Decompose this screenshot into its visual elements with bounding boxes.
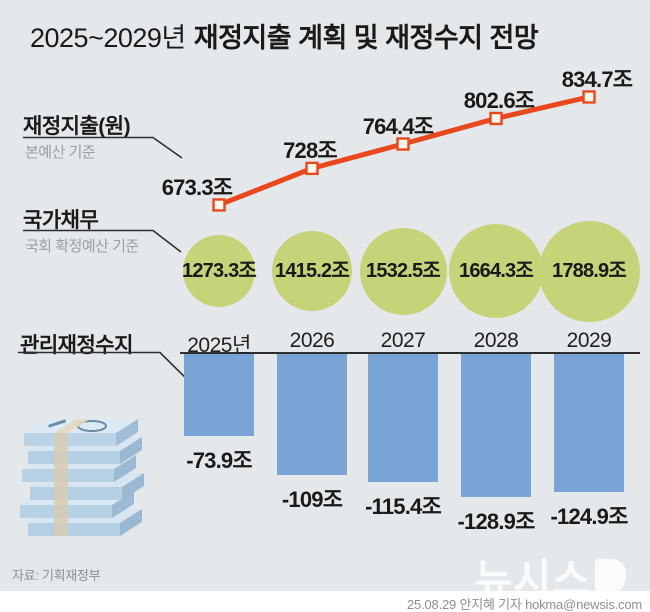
debt-value-label: 1415.2조 [275,259,350,282]
bar-year-label: 2028 [473,329,519,352]
source-label: 자료: 기획재정부 [12,568,101,583]
balance-bar [277,354,347,475]
section-basis-expenditure: 본예산 기준 [25,144,96,161]
page-title: 2025~2029년 재정지출 계획 및 재정수지 전망 [30,16,539,55]
bar-year-label: 2025년 [187,334,251,357]
balance-value-label: -73.9조 [186,448,252,473]
debt-bubble: 1532.5조 [359,227,447,315]
money-stack-slabs [20,419,144,536]
balance-bar [461,354,531,497]
debt-bubble: 1788.9조 [538,220,640,322]
bar-year-label: 2026 [289,329,335,352]
bar-year-label: 2029 [566,329,612,352]
byline-credit: 25.08.29 안지혜 기자 hokma@newsis.com [407,597,642,612]
balance-value-label: -124.9조 [550,504,628,529]
section-basis-debt: 국회 확정예산 기준 [25,238,139,255]
balance-bar [184,354,254,436]
section-label-debt: 국가채무 [23,209,99,232]
expenditure-value-label: 728조 [283,138,338,164]
credit-strip: 25.08.29 안지혜 기자 hokma@newsis.com [0,591,650,612]
balance-value-label: -109조 [281,487,343,512]
newsis-logo-mark-icon [595,558,626,596]
expenditure-value-label: 673.3조 [161,174,233,200]
expenditure-value-label: 802.6조 [463,88,535,114]
balance-bar [368,354,438,482]
debt-bubble: 1273.3조 [182,235,257,307]
bar-year-label: 2027 [380,329,426,352]
balance-value-label: -115.4조 [365,494,442,519]
expenditure-value-label: 764.4조 [362,114,434,140]
money-stack-illustration [20,419,144,536]
debt-value-label: 1273.3조 [182,259,257,282]
balance-value-label: -128.9조 [457,509,535,534]
debt-bubble: 1415.2조 [272,231,352,311]
expenditure-value-label: 834.7조 [561,66,633,92]
section-label-balance: 관리재정수지 [20,334,133,357]
title-main: 재정지출 계획 및 재정수지 전망 [193,23,539,53]
balance-bar [554,354,624,492]
title-year-range: 2025~2029년 [30,23,186,53]
debt-value-label: 1664.3조 [459,259,534,282]
section-label-expenditure: 재정지출(원) [23,115,131,138]
debt-bubble: 1664.3조 [449,224,543,318]
debt-value-label: 1788.9조 [552,259,627,282]
debt-value-label: 1532.5조 [366,259,441,282]
